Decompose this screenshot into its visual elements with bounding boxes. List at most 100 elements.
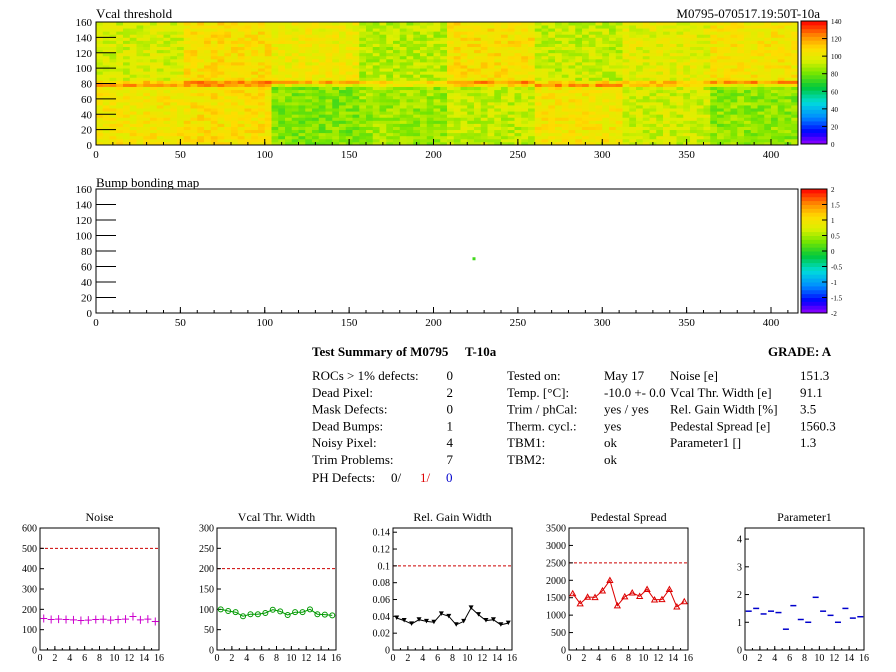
vcal-threshold-cell xyxy=(710,138,718,143)
vcal-threshold-cell xyxy=(231,138,239,143)
vcal-threshold-cell xyxy=(177,135,185,140)
parameter1-plot-xtick-label: 0 xyxy=(743,653,748,664)
vcal-threshold-cell xyxy=(514,80,522,84)
vcal-threshold-cell xyxy=(224,138,232,143)
vcal-threshold-cell xyxy=(264,52,272,57)
vcal-threshold-cell xyxy=(514,120,522,124)
vcal-threshold-cell xyxy=(636,40,644,44)
vcal-threshold-cell xyxy=(602,132,610,137)
vcal-threshold-cell xyxy=(379,108,387,112)
vcal-threshold-cell xyxy=(582,105,590,109)
vcal-threshold-cell xyxy=(757,71,765,75)
vcal-threshold-cell xyxy=(156,114,164,118)
cb1-band xyxy=(801,32,827,37)
vcal-threshold-cell xyxy=(568,120,576,124)
vcal-threshold-cell xyxy=(467,49,475,54)
vcal-threshold-cell xyxy=(791,141,799,146)
vcal-threshold-cell xyxy=(636,89,644,94)
vcal-threshold-cell xyxy=(575,40,583,44)
vcal-threshold-cell xyxy=(183,141,191,146)
vcal-threshold-cell xyxy=(737,123,745,127)
vcal-threshold-cell xyxy=(406,71,414,75)
vcal-threshold-cell xyxy=(703,95,711,100)
vcal-threshold-cell xyxy=(501,98,509,103)
vcal-threshold-cell xyxy=(622,117,630,121)
vcal-threshold-cell xyxy=(163,61,171,66)
vcal-threshold-cell xyxy=(703,132,711,137)
pedestal-plot-point xyxy=(591,593,599,601)
vcal-threshold-cell xyxy=(757,37,765,41)
vcal-threshold-cell xyxy=(730,83,738,87)
vcal-threshold-cell xyxy=(447,126,455,131)
vcal-threshold-cell xyxy=(136,52,144,57)
vcal-threshold-cell xyxy=(420,40,428,44)
vcal-threshold-cell xyxy=(366,83,374,87)
vcal-threshold-cell xyxy=(204,120,212,124)
vcal-threshold-cell xyxy=(548,34,556,38)
cb1-band xyxy=(801,86,827,91)
vcal-threshold-cell xyxy=(514,71,522,75)
vcal-threshold-cell xyxy=(285,117,293,121)
vcal-threshold-cell xyxy=(312,123,320,127)
vcal-threshold-cell xyxy=(480,71,488,75)
vcal-threshold-cell xyxy=(291,46,299,51)
vcal-threshold-cell xyxy=(595,31,603,35)
vcal-threshold-cell xyxy=(703,86,711,91)
vcal-threshold-cell xyxy=(757,141,765,146)
vcal-threshold-cell xyxy=(771,43,779,47)
vcal-threshold-cell xyxy=(217,43,225,47)
vcal-threshold-cell xyxy=(420,123,428,127)
vcal-threshold-cell xyxy=(494,135,502,140)
vcal-threshold-cell xyxy=(764,101,772,106)
vcal-threshold-cell xyxy=(588,43,596,47)
vcal-threshold-cell xyxy=(690,83,698,87)
vcal-threshold-cell xyxy=(771,40,779,44)
vcal-threshold-cell xyxy=(696,43,704,47)
vcal-threshold-cell xyxy=(183,101,191,106)
vcal-threshold-cell xyxy=(183,117,191,121)
vcal-threshold-cell xyxy=(129,74,137,78)
vcal-threshold-cell xyxy=(588,86,596,91)
vcal-threshold-cell xyxy=(514,132,522,137)
vcal-threshold-cell xyxy=(150,77,158,81)
vcal-threshold-cell xyxy=(534,34,542,38)
vcal-threshold-cell xyxy=(764,71,772,75)
vcal-width-plot-xtick-label: 10 xyxy=(286,653,296,664)
vcal-threshold-cell xyxy=(690,129,698,134)
vcal-threshold-cell xyxy=(750,74,758,78)
vcal-threshold-cell xyxy=(480,40,488,44)
parameter1-plot-xtick-label: 6 xyxy=(787,653,792,664)
vcal-threshold-cell xyxy=(507,89,515,94)
vcal-threshold-cell xyxy=(514,105,522,109)
vcal-threshold-cell xyxy=(528,34,536,38)
vcal-threshold-cell xyxy=(642,49,650,54)
vcal-threshold-cell xyxy=(345,61,353,66)
vcal-threshold-cell xyxy=(494,77,502,81)
vcal-threshold-cell xyxy=(406,123,414,127)
vcal-threshold-cell xyxy=(143,68,151,72)
noise-plot-ytick-label: 300 xyxy=(22,585,37,596)
vcal-threshold-cell xyxy=(440,138,448,143)
vcal-threshold-cell xyxy=(136,123,144,127)
vcal-threshold-cell xyxy=(717,71,725,75)
vcal-threshold-cell xyxy=(602,92,610,97)
vcal-threshold-cell xyxy=(109,129,117,134)
vcal-width-plot-xtick-label: 8 xyxy=(274,653,279,664)
vcal-threshold-cell xyxy=(595,40,603,44)
vcal-threshold-cell xyxy=(777,49,785,54)
ph-defects-label: PH Defects: xyxy=(312,470,375,485)
vcal-threshold-cell xyxy=(244,117,252,121)
vcal-threshold-cell xyxy=(231,132,239,137)
vcal-threshold-cell xyxy=(494,120,502,124)
vcal-threshold-cell xyxy=(615,40,623,44)
vcal-threshold-cell xyxy=(453,117,461,121)
vcal-threshold-cell xyxy=(413,31,421,35)
vcal-threshold-cell xyxy=(163,80,171,84)
vcal-threshold-cell xyxy=(447,83,455,87)
vcal-threshold-cell xyxy=(143,31,151,35)
hm1-ytick-label: 40 xyxy=(81,109,93,121)
vcal-threshold-cell xyxy=(602,77,610,81)
vcal-threshold-cell xyxy=(703,28,711,32)
vcal-threshold-cell xyxy=(102,40,110,44)
